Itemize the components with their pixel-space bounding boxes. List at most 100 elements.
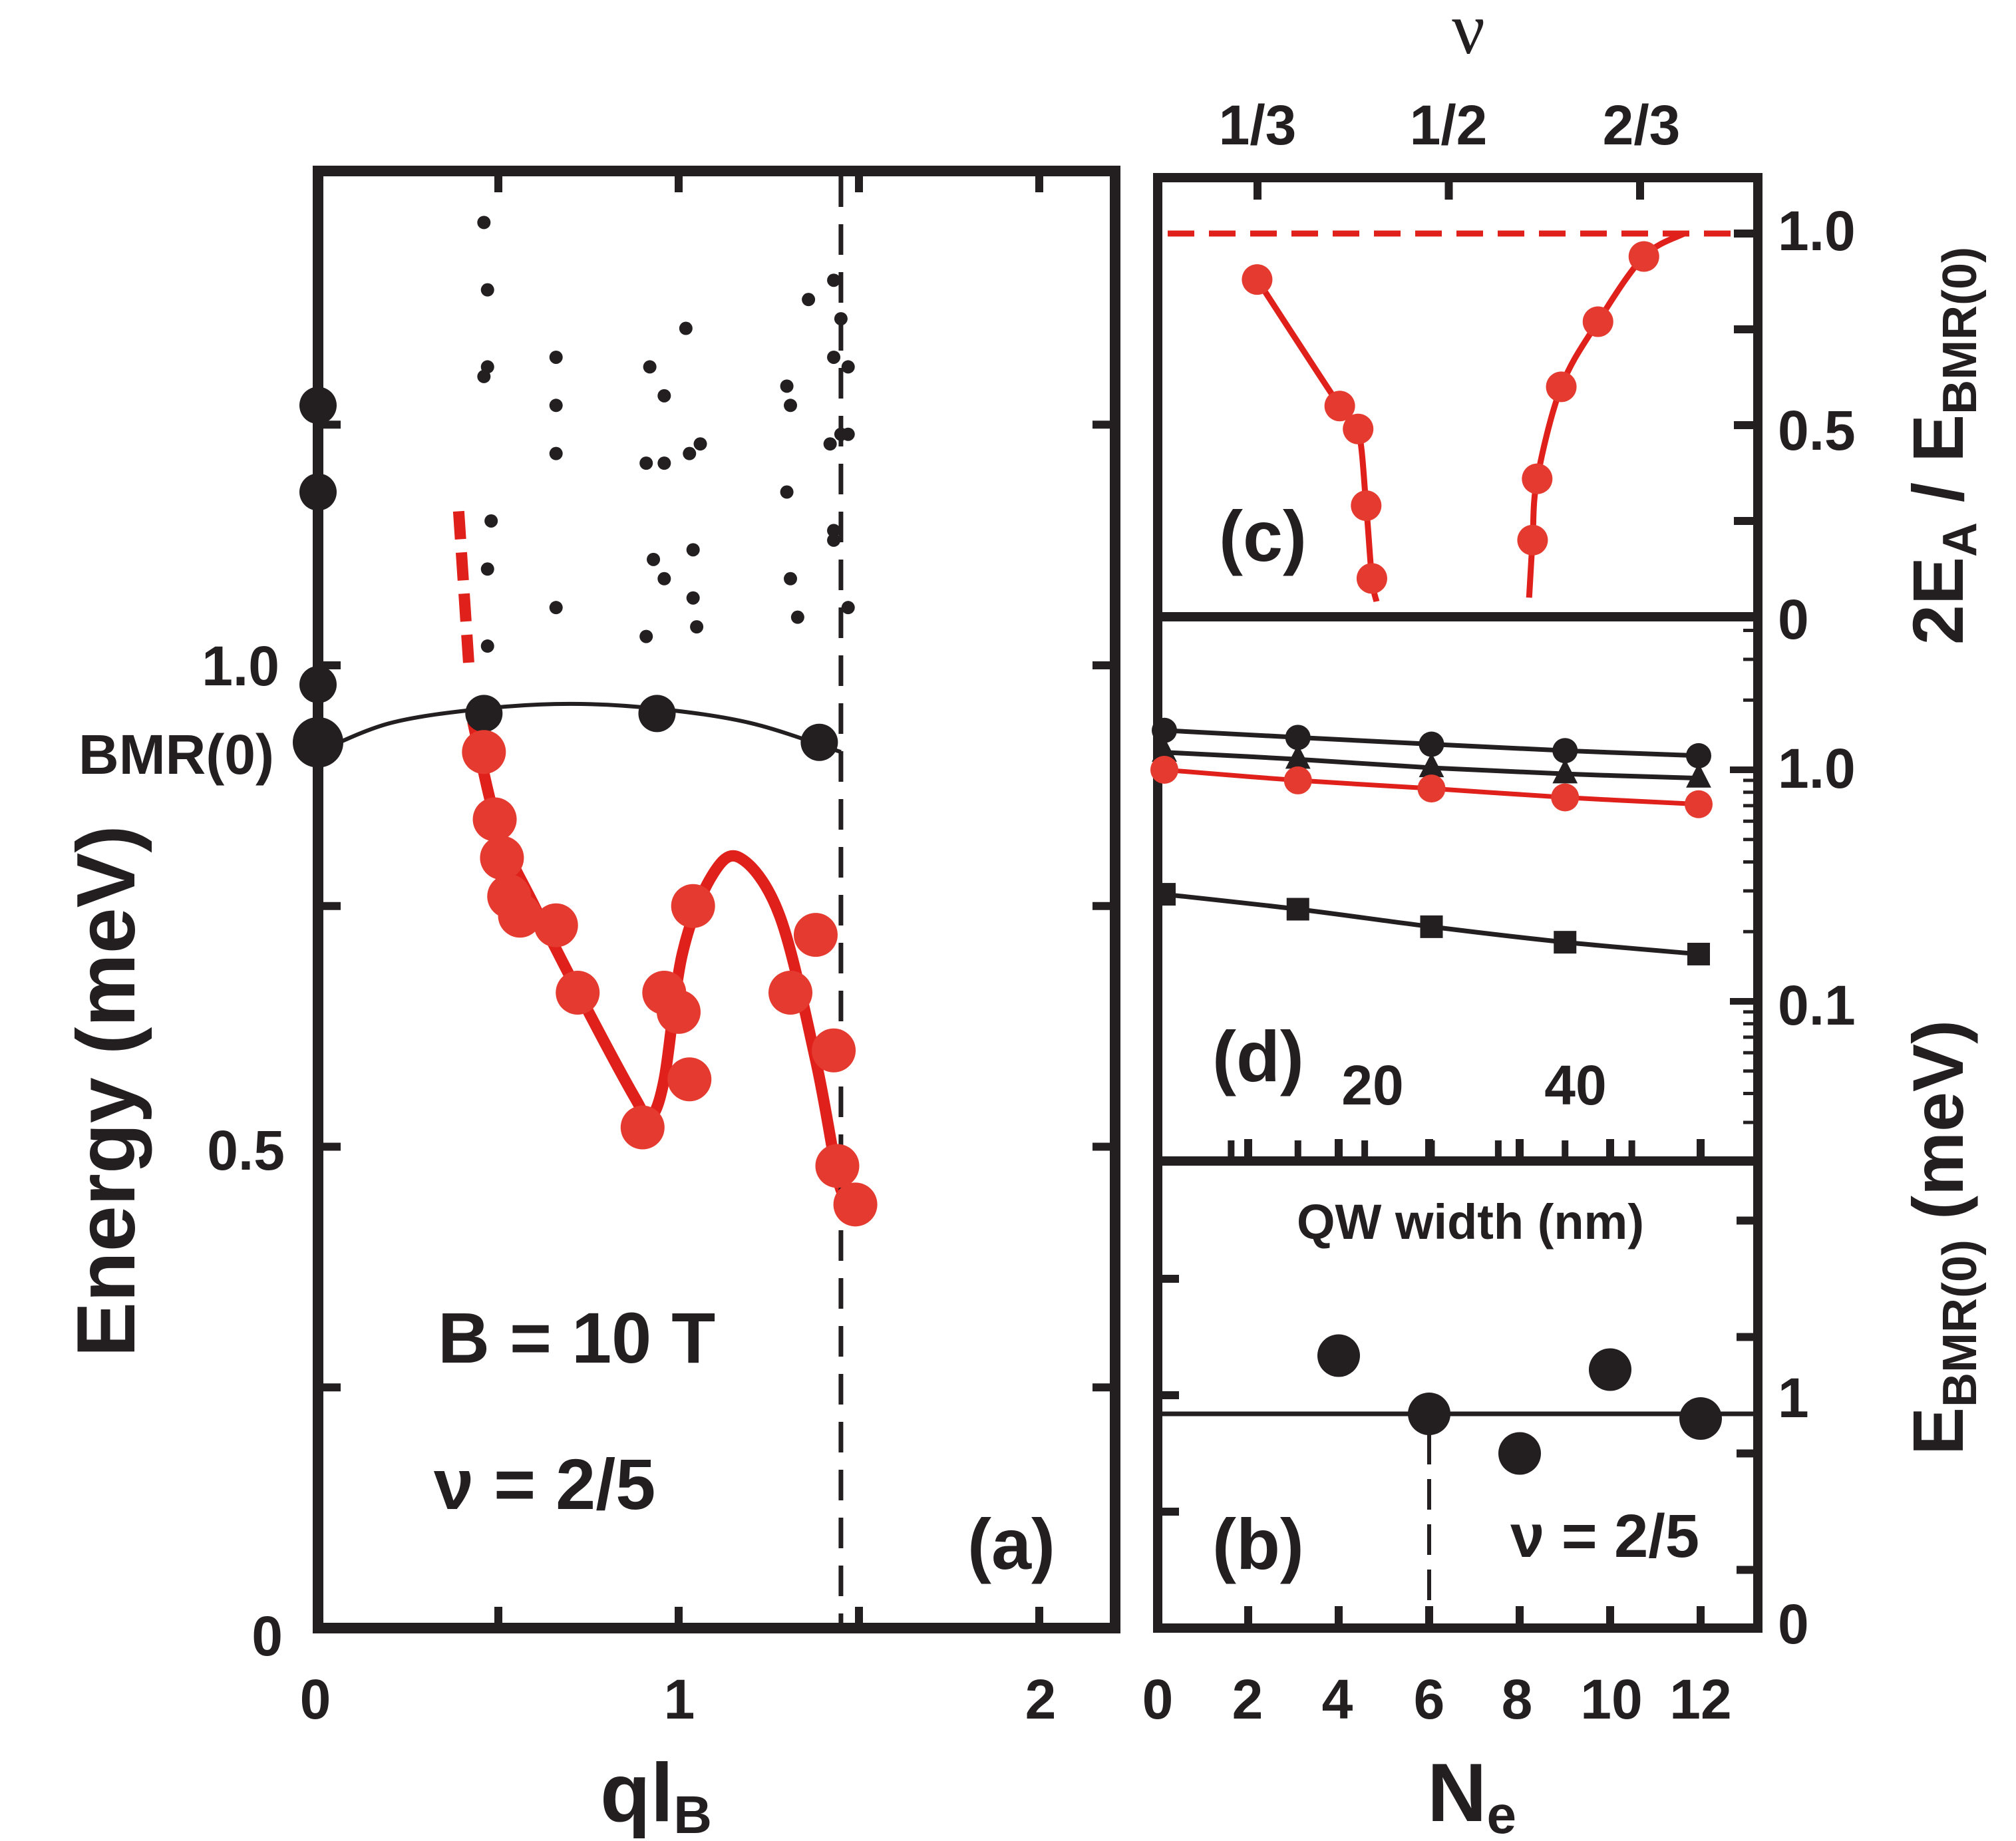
panel-d-x-axis-title: QW width (nm) <box>1297 1194 1644 1250</box>
panel-d-series2-point-0 <box>1150 756 1178 784</box>
top-tick-1-3: 1/3 <box>1219 94 1297 156</box>
panel-d-series1-point-3 <box>1552 758 1578 784</box>
y-title-b-part2: (meV) <box>1898 1020 1978 1240</box>
top-tick-2-3: 2/3 <box>1603 94 1681 156</box>
panel-a-point-red-13 <box>793 913 838 957</box>
panel-d-series2-point-3 <box>1551 783 1580 812</box>
panel-a-point-red-15 <box>815 1144 860 1188</box>
panel-a-point-red-2 <box>480 836 524 880</box>
y-title-c-part1: 2E <box>1898 557 1978 645</box>
panel-a-point-small-0 <box>477 216 491 230</box>
panel-a-point-small-5 <box>480 562 494 576</box>
y-title-c-sub2: BMR(0) <box>1933 247 1987 415</box>
panel-a-point-small-29 <box>802 293 816 307</box>
panel-a-point-black-0 <box>299 387 337 424</box>
panel-c-point-3 <box>1351 490 1382 521</box>
panel-a-fit-curve-red-dashed <box>452 510 476 676</box>
top-axis-nu-label: ν <box>1452 0 1485 69</box>
panel-c-point-6 <box>1522 463 1553 494</box>
panel-d-ytick-label-1.0: 1.0 <box>1778 737 1856 800</box>
annotation-nu-panel-b: ν = 2/5 <box>1510 1502 1699 1570</box>
panel-a-point-small-33 <box>827 533 841 547</box>
panel-b-point-3 <box>1589 1348 1631 1391</box>
panel-b-point-2 <box>1498 1432 1541 1475</box>
panel-d-series3-point-3 <box>1554 931 1577 954</box>
panel-a-point-small-14 <box>657 456 671 470</box>
panel-b-label: (b) <box>1212 1504 1304 1584</box>
panel-c-point-8 <box>1582 306 1613 337</box>
panel-b-ytick-label-0: 0 <box>1778 1593 1809 1655</box>
panel-a-point-small-7 <box>549 350 563 364</box>
panel-a-point-small-19 <box>683 446 697 460</box>
panel-a-fit-curve-black <box>317 701 842 754</box>
panel-c-label: (c) <box>1219 496 1307 576</box>
panel-a-point-small-13 <box>639 456 653 470</box>
panel-a-point-black-1 <box>299 473 337 511</box>
panel-d-series0-point-4 <box>1686 743 1711 768</box>
panel-c-fit-curve-right <box>1526 230 1686 598</box>
panel-b-point-4 <box>1679 1397 1722 1440</box>
panel-b-xtick-label-4: 4 <box>1322 1668 1353 1731</box>
panel-b-xtick-label-0: 0 <box>1142 1668 1174 1731</box>
panel-a-x-axis-title-sub: B <box>673 1785 712 1841</box>
panel-c-y-axis-title: 2EA / EBMR(0) <box>1898 247 1987 645</box>
top-tick-1-2: 1/2 <box>1410 94 1488 156</box>
panel-a-ytick-label-0.5: 0.5 <box>207 1119 285 1182</box>
panel-a-point-black-6 <box>800 723 838 761</box>
y-title-b-part1: E <box>1898 1407 1978 1455</box>
panel-c-point-1 <box>1324 391 1355 422</box>
panel-a-point-small-39 <box>841 601 855 615</box>
panel-b-point-1 <box>1408 1393 1450 1435</box>
annotation-nu-panel-a-text: ν = 2/5 <box>434 1444 655 1524</box>
panel-a-point-small-18 <box>679 321 693 335</box>
panel-a-point-small-23 <box>690 620 704 634</box>
panel-a-point-small-35 <box>823 437 837 451</box>
panel-c-ytick-label-0.5: 0.5 <box>1778 399 1856 462</box>
panel-a-point-small-8 <box>549 399 563 413</box>
panel-b-xtick-label-8: 8 <box>1502 1668 1533 1731</box>
panel-a-point-small-12 <box>657 389 671 403</box>
panel-a-point-red-14 <box>812 1028 856 1073</box>
panel-b-ytick-label-1: 1 <box>1778 1367 1809 1429</box>
panel-d-ytick-label-0.1: 0.1 <box>1778 974 1856 1037</box>
panel-a-point-small-16 <box>657 572 671 586</box>
panel-a-ytick-label-1.0: 1.0 <box>202 635 279 697</box>
panel-a-point-small-25 <box>784 399 798 413</box>
panel-a-point-small-24 <box>780 379 794 393</box>
panel-a-point-small-34 <box>834 312 848 326</box>
panel-a-point-small-20 <box>693 437 707 451</box>
panel-d-series3-point-4 <box>1687 942 1710 965</box>
panel-a-xtick-label-2: 2 <box>1025 1668 1057 1731</box>
panel-a-point-black-4 <box>465 695 503 733</box>
panel-a-point-red-11 <box>671 884 715 928</box>
panel-a-point-small-31 <box>827 350 841 364</box>
panel-b-x-axis-title: Ne <box>1427 1747 1516 1841</box>
y-title-b-sub: BMR(0) <box>1933 1240 1987 1407</box>
panel-a-label: (a) <box>967 1504 1055 1584</box>
panel-a-point-small-17 <box>639 629 653 643</box>
panel-b-x-axis-title-sub: e <box>1487 1785 1517 1841</box>
panel-d-series1-point-4 <box>1686 762 1711 788</box>
y-title-c-part2: / E <box>1898 415 1978 522</box>
panel-a-point-red-5 <box>534 903 578 947</box>
panel-a-point-small-32 <box>827 524 841 538</box>
annotation-nu-panel-a: ν = 2/5 <box>434 1444 655 1524</box>
panel-a-x-axis-title-main: ql <box>600 1747 673 1839</box>
panel-c-point-7 <box>1546 371 1577 403</box>
panel-d-xtick-label-20: 20 <box>1341 1054 1403 1116</box>
annotation-nu-panel-b-text: ν = 2/5 <box>1510 1502 1699 1570</box>
bmr-label: BMR(0) <box>79 723 274 786</box>
panel-a-point-small-1 <box>480 283 494 297</box>
panel-a-point-small-27 <box>784 572 798 586</box>
panel-a-point-red-10 <box>667 1057 712 1102</box>
panel-a-point-small-22 <box>686 591 700 605</box>
panel-a-point-small-15 <box>647 552 661 566</box>
panel-a-point-red-6 <box>556 970 600 1015</box>
panel-a-point-small-3 <box>477 369 491 383</box>
panel-c-ytick-label-1.0: 1.0 <box>1778 200 1856 262</box>
panel-d-series0-point-3 <box>1552 738 1578 764</box>
panel-b-xtick-label-12: 12 <box>1669 1668 1731 1731</box>
panel-a-point-small-38 <box>841 427 855 441</box>
panel-b-frame <box>1153 1156 1763 1633</box>
panel-d-series1-point-1 <box>1285 744 1311 769</box>
